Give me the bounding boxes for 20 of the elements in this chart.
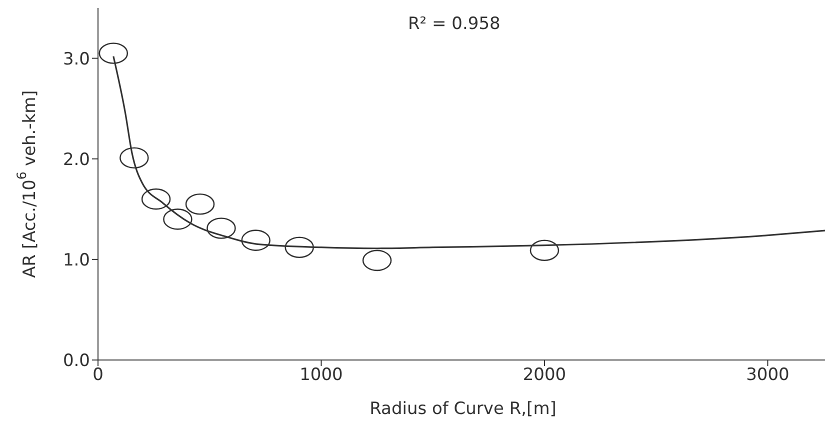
point bbox=[141, 188, 171, 210]
point bbox=[530, 240, 560, 262]
point bbox=[163, 208, 192, 230]
point bbox=[206, 218, 236, 239]
x-axis-title: Radius of Curve R,[m] bbox=[370, 399, 556, 419]
y-tick-label: 2.0 bbox=[62, 150, 90, 170]
annotation: R² = 0.958 bbox=[408, 14, 500, 34]
x-tick-label: 1000 bbox=[300, 365, 343, 386]
point bbox=[185, 193, 215, 215]
point bbox=[362, 250, 392, 272]
y-tick-label: 0.0 bbox=[62, 351, 90, 372]
y-tick-label: 3.0 bbox=[62, 49, 90, 70]
point bbox=[120, 147, 149, 168]
x-tick-label: 2000 bbox=[522, 365, 566, 386]
point bbox=[284, 236, 314, 258]
x-tick-label: 0 bbox=[92, 365, 104, 386]
point bbox=[241, 230, 270, 251]
x-tick-label: 3000 bbox=[746, 365, 790, 386]
y-tick-label: 1.0 bbox=[62, 250, 90, 270]
point bbox=[98, 42, 128, 64]
